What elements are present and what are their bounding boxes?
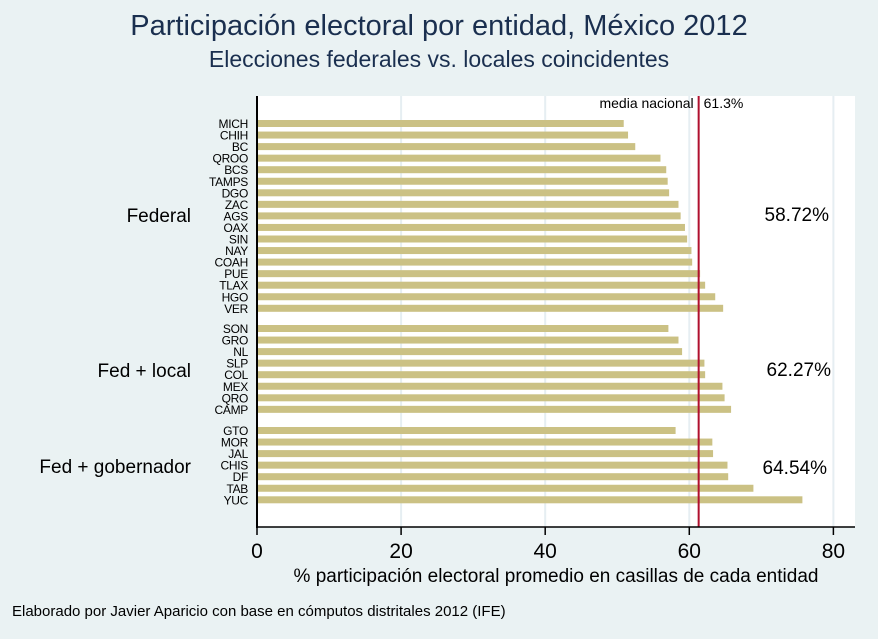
bar <box>258 325 669 332</box>
category-label: JAL <box>228 447 248 461</box>
bar <box>258 371 706 379</box>
bar <box>258 212 681 220</box>
category-label: TAB <box>226 482 248 496</box>
bar <box>258 281 706 289</box>
reference-line-label: media nacional <box>599 95 693 111</box>
bar <box>258 200 679 208</box>
bar <box>258 120 624 127</box>
category-label: OAX <box>224 221 249 235</box>
category-label: TLAX <box>219 279 248 293</box>
group-mean-label: 64.54% <box>763 458 828 479</box>
bar <box>258 154 661 162</box>
category-label: NAY <box>225 244 248 258</box>
bar <box>258 405 732 413</box>
bar <box>258 473 729 481</box>
category-label: GTO <box>223 424 248 438</box>
category-label: SIN <box>229 233 248 247</box>
x-tick-label: 60 <box>678 540 701 563</box>
bar <box>258 427 676 434</box>
group-label: Fed + local <box>98 361 191 382</box>
category-label: CHIH <box>220 129 248 143</box>
group-mean-label: 62.27% <box>767 360 832 381</box>
bar <box>258 348 683 356</box>
bar <box>258 177 668 185</box>
bar <box>258 143 636 151</box>
group-label: Fed + gobernador <box>39 457 191 478</box>
chart-subtitle: Elecciones federales vs. locales coincid… <box>208 46 670 72</box>
category-label: MEX <box>223 380 248 394</box>
source-note: Elaborado por Javier Aparicio con base e… <box>12 603 506 620</box>
bar <box>258 450 714 458</box>
category-label: PUE <box>224 267 248 281</box>
category-label: VER <box>224 302 248 316</box>
reference-line-value: 61.3% <box>704 95 744 111</box>
bar <box>258 484 754 492</box>
category-label: HGO <box>222 290 248 304</box>
bar <box>258 235 688 243</box>
bar <box>258 394 725 402</box>
bar <box>258 258 693 266</box>
x-tick-label: 80 <box>822 540 845 563</box>
category-label: TAMPS <box>209 175 248 189</box>
bar <box>258 189 670 197</box>
group-label: Federal <box>127 206 191 227</box>
category-label: BC <box>232 140 249 154</box>
bar <box>258 461 728 469</box>
bar <box>258 270 701 278</box>
category-label: DF <box>233 470 248 484</box>
x-tick-label: 0 <box>251 540 263 563</box>
group-mean-label: 58.72% <box>765 205 830 226</box>
chart-title: Participación electoral por entidad, Méx… <box>130 10 748 42</box>
category-label: COL <box>224 368 248 382</box>
category-label: YUC <box>224 493 249 507</box>
category-label: BCS <box>224 163 248 177</box>
category-label: GRO <box>222 334 248 348</box>
bar <box>258 293 716 301</box>
category-label: ZAC <box>225 198 249 212</box>
bar <box>258 438 713 446</box>
bar <box>258 166 667 174</box>
category-label: QRO <box>222 391 248 405</box>
bar <box>258 223 685 231</box>
bar <box>258 359 705 367</box>
x-tick-label: 40 <box>534 540 557 563</box>
category-label: COAH <box>215 256 248 270</box>
category-label: CHIS <box>221 459 249 473</box>
category-label: NL <box>233 345 248 359</box>
category-label: SON <box>223 322 248 336</box>
category-label: MOR <box>221 436 249 450</box>
bar <box>258 131 629 139</box>
category-label: CAMP <box>215 403 249 417</box>
bar <box>258 382 723 390</box>
category-label: AGS <box>224 209 249 223</box>
bar <box>258 496 803 504</box>
x-axis-title: % participación electoral promedio en ca… <box>294 566 819 587</box>
x-tick-label: 20 <box>389 540 412 563</box>
category-label: DGO <box>222 186 248 200</box>
bar <box>258 304 724 312</box>
category-label: MICH <box>219 117 248 131</box>
category-label: QROO <box>213 152 248 166</box>
bar <box>258 336 679 344</box>
bar <box>258 247 692 255</box>
category-label: SLP <box>226 357 248 371</box>
